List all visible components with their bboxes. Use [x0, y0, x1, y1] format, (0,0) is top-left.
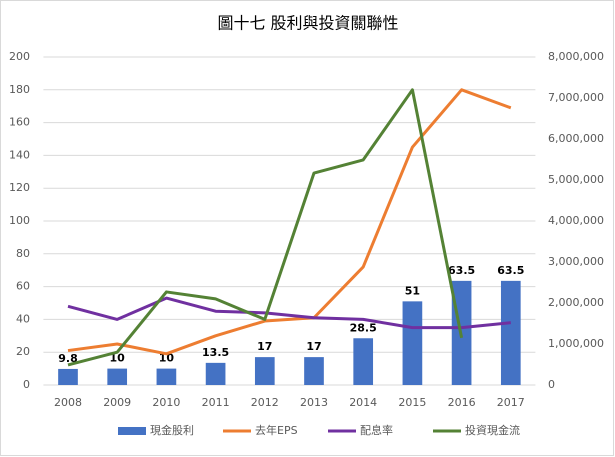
data-label: 9.8 — [58, 352, 78, 365]
legend-label: 配息率 — [360, 423, 393, 437]
y-tick-label: 100 — [9, 214, 30, 227]
legend-swatch — [118, 427, 146, 435]
y2-tick-label: 8,000,000 — [548, 50, 604, 63]
y-tick-label: 140 — [9, 148, 30, 161]
data-label: 13.5 — [202, 346, 229, 359]
chart-title: 圖十七 股利與投資關聯性 — [217, 14, 398, 33]
x-tick-label: 2014 — [349, 396, 377, 409]
y2-tick-label: 1,000,000 — [548, 337, 604, 350]
x-tick-label: 2012 — [251, 396, 279, 409]
bar — [402, 301, 423, 385]
data-label: 17 — [306, 340, 321, 353]
bar — [254, 357, 275, 385]
bar — [500, 280, 521, 385]
line-series — [67, 88, 512, 356]
bar — [156, 368, 177, 385]
x-tick-label: 2011 — [202, 396, 230, 409]
x-tick-label: 2016 — [448, 396, 476, 409]
x-tick-label: 2009 — [103, 396, 131, 409]
data-label: 63.5 — [448, 264, 475, 277]
y-tick-label: 0 — [23, 378, 30, 391]
x-tick-label: 2015 — [398, 396, 426, 409]
x-tick-label: 2013 — [300, 396, 328, 409]
y2-tick-label: 7,000,000 — [548, 91, 604, 104]
y-tick-label: 200 — [9, 50, 30, 63]
y2-tick-label: 0 — [548, 378, 555, 391]
data-label: 17 — [257, 340, 272, 353]
y-tick-label: 40 — [16, 312, 30, 325]
y2-tick-label: 2,000,000 — [548, 296, 604, 309]
bar — [304, 357, 324, 385]
y2-tick-label: 6,000,000 — [548, 132, 604, 145]
y-tick-label: 120 — [9, 181, 30, 194]
legend-label: 投資現金流 — [465, 423, 520, 437]
x-tick-label: 2017 — [497, 396, 525, 409]
y-tick-label: 60 — [16, 280, 30, 293]
y-tick-label: 160 — [9, 116, 30, 129]
y-tick-label: 180 — [9, 83, 30, 96]
bar — [353, 338, 374, 385]
bar — [205, 362, 226, 385]
y2-tick-label: 5,000,000 — [548, 173, 604, 186]
line-series — [67, 88, 464, 367]
data-label: 10 — [110, 352, 126, 365]
data-label: 51 — [405, 284, 420, 297]
bar — [107, 368, 128, 385]
data-label: 28.5 — [350, 321, 377, 334]
data-label: 10 — [159, 352, 175, 365]
legend-label: 去年EPS — [255, 423, 298, 437]
line-series — [67, 296, 511, 330]
y-tick-label: 80 — [16, 247, 30, 260]
x-tick-label: 2008 — [54, 396, 82, 409]
bar — [58, 368, 78, 385]
y2-tick-label: 3,000,000 — [548, 255, 604, 268]
y2-tick-label: 4,000,000 — [548, 214, 604, 227]
x-tick-label: 2010 — [152, 396, 180, 409]
y-tick-label: 20 — [16, 345, 30, 358]
legend-label: 現金股利 — [150, 423, 194, 437]
data-label: 63.5 — [497, 264, 524, 277]
